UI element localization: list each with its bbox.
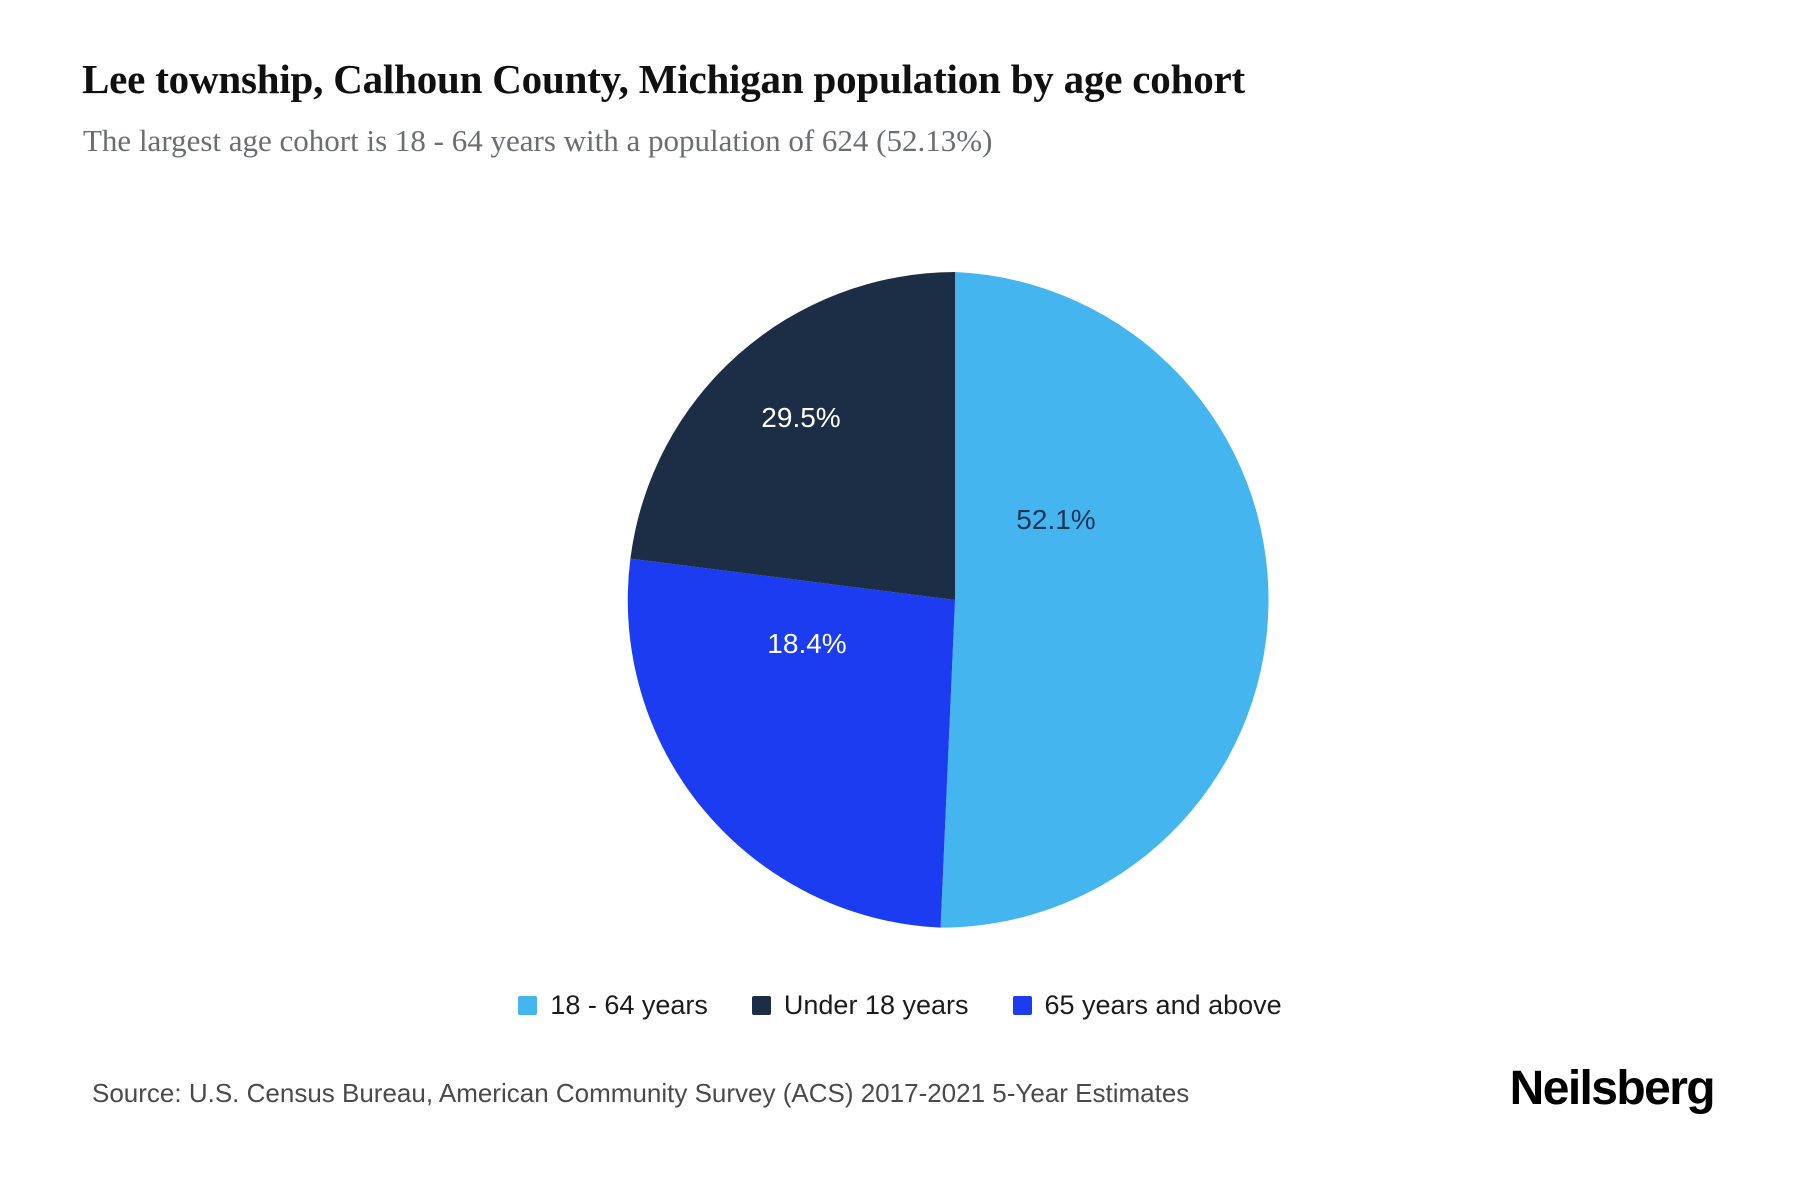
pie-chart: 52.1% 29.5% 18.4%	[627, 272, 1283, 928]
pie-slice-18-64-years[interactable]	[940, 272, 1269, 928]
page-title: Lee township, Calhoun County, Michigan p…	[82, 56, 1245, 102]
legend-item-label: Under 18 years	[783, 990, 969, 1020]
legend-swatch-icon	[751, 995, 771, 1015]
legend-swatch-icon	[518, 995, 538, 1015]
legend-item-label: 65 years and above	[1044, 990, 1282, 1020]
legend-swatch-icon	[1012, 995, 1032, 1015]
legend-item-label: 18 - 64 years	[550, 990, 708, 1020]
pie-chart-svg	[627, 272, 1269, 928]
legend-item-65-years-and-above[interactable]: 65 years and above	[1012, 990, 1282, 1020]
legend-item-under-18-years[interactable]: Under 18 years	[751, 990, 969, 1020]
pie-slice-65-years-and-above[interactable]	[627, 558, 955, 928]
source-note: Source: U.S. Census Bureau, American Com…	[92, 1078, 1190, 1108]
brand-logo: Neilsberg	[1509, 1062, 1716, 1115]
legend-item-18-64-years[interactable]: 18 - 64 years	[518, 990, 708, 1020]
pie-slice-under-18-years[interactable]	[630, 272, 955, 600]
chart-legend: 18 - 64 years Under 18 years 65 years an…	[0, 990, 1800, 1020]
chart-subtitle: The largest age cohort is 18 - 64 years …	[83, 123, 993, 158]
